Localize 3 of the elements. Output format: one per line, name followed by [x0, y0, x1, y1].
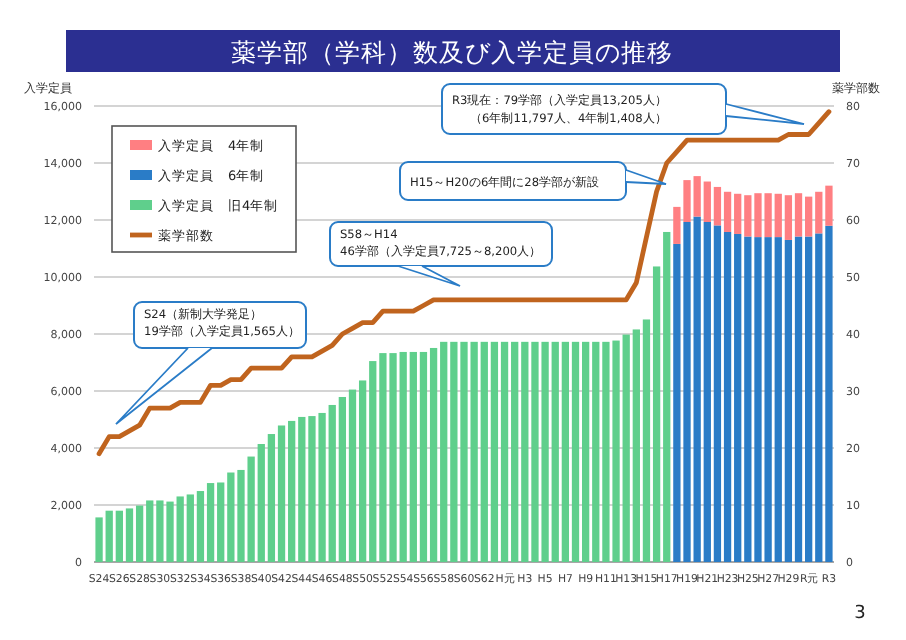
title-banner: 薬学部（学科）数及び入学定員の推移: [66, 30, 840, 72]
text: 3: [854, 604, 866, 624]
chart-title: 薬学部（学科）数及び入学定員の推移: [231, 37, 673, 67]
